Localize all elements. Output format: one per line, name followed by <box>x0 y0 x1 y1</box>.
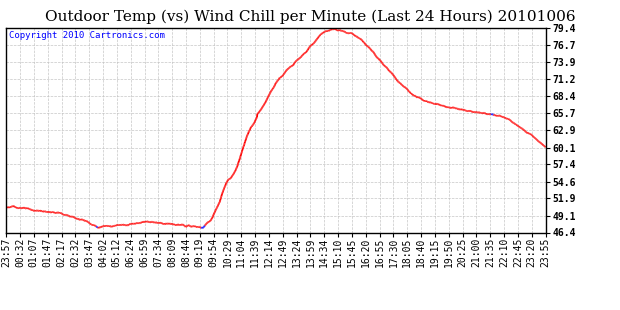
Text: Outdoor Temp (vs) Wind Chill per Minute (Last 24 Hours) 20101006: Outdoor Temp (vs) Wind Chill per Minute … <box>45 9 575 24</box>
Text: Copyright 2010 Cartronics.com: Copyright 2010 Cartronics.com <box>9 31 165 40</box>
